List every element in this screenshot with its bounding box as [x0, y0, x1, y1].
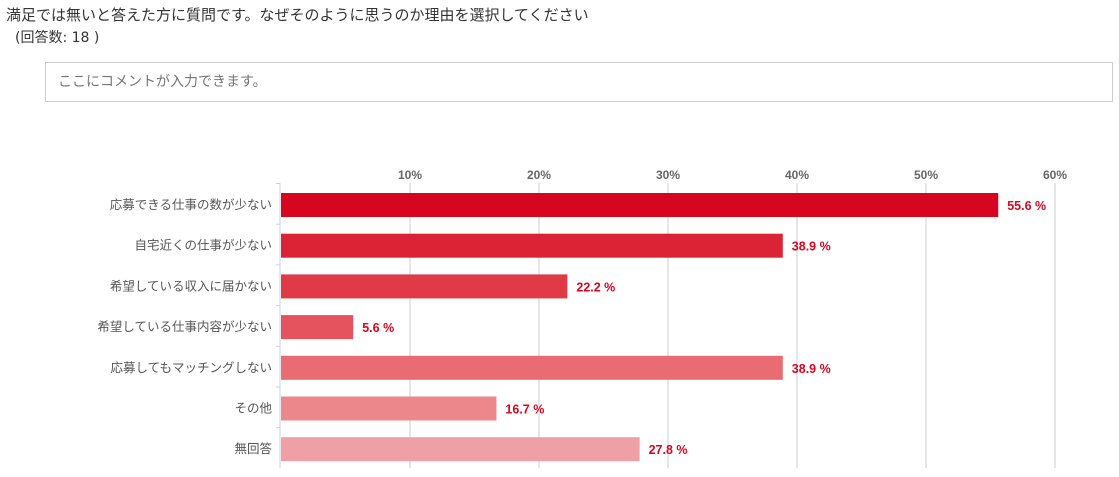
- category-label: 応募できる仕事の数が少ない: [110, 197, 272, 212]
- comment-input[interactable]: [45, 62, 1113, 102]
- data-label: 38.9 %: [792, 240, 831, 254]
- data-label: 38.9 %: [792, 362, 831, 376]
- category-label: 希望している仕事内容が少ない: [97, 319, 272, 334]
- x-tick-label: 20%: [527, 168, 551, 182]
- data-label: 55.6 %: [1007, 199, 1046, 213]
- category-label: 応募してもマッチングしない: [110, 360, 272, 375]
- bar: [281, 437, 640, 462]
- category-label: 無回答: [234, 441, 272, 456]
- data-label: 5.6 %: [362, 321, 394, 335]
- data-label: 27.8 %: [649, 443, 688, 457]
- category-label: その他: [234, 401, 272, 416]
- data-label: 22.2 %: [576, 280, 615, 294]
- bar: [281, 274, 568, 299]
- x-tick-label: 10%: [398, 168, 422, 182]
- x-tick-label: 40%: [785, 168, 809, 182]
- category-label: 希望している収入に届かない: [110, 278, 272, 293]
- response-count: (回答数: 18 ): [15, 30, 100, 46]
- question-title: 満足では無いと答えた方に質問です。なぜそのように思うのか理由を選択してください: [6, 6, 589, 24]
- bar: [281, 396, 497, 421]
- bar: [281, 355, 783, 380]
- x-tick-label: 30%: [656, 168, 680, 182]
- bar: [281, 315, 354, 340]
- x-tick-label: 60%: [1043, 168, 1067, 182]
- bar: [281, 193, 999, 217]
- data-label: 16.7 %: [505, 403, 544, 417]
- bar: [281, 233, 783, 258]
- x-tick-label: 50%: [914, 168, 938, 182]
- category-label: 自宅近くの仕事が少ない: [134, 238, 272, 253]
